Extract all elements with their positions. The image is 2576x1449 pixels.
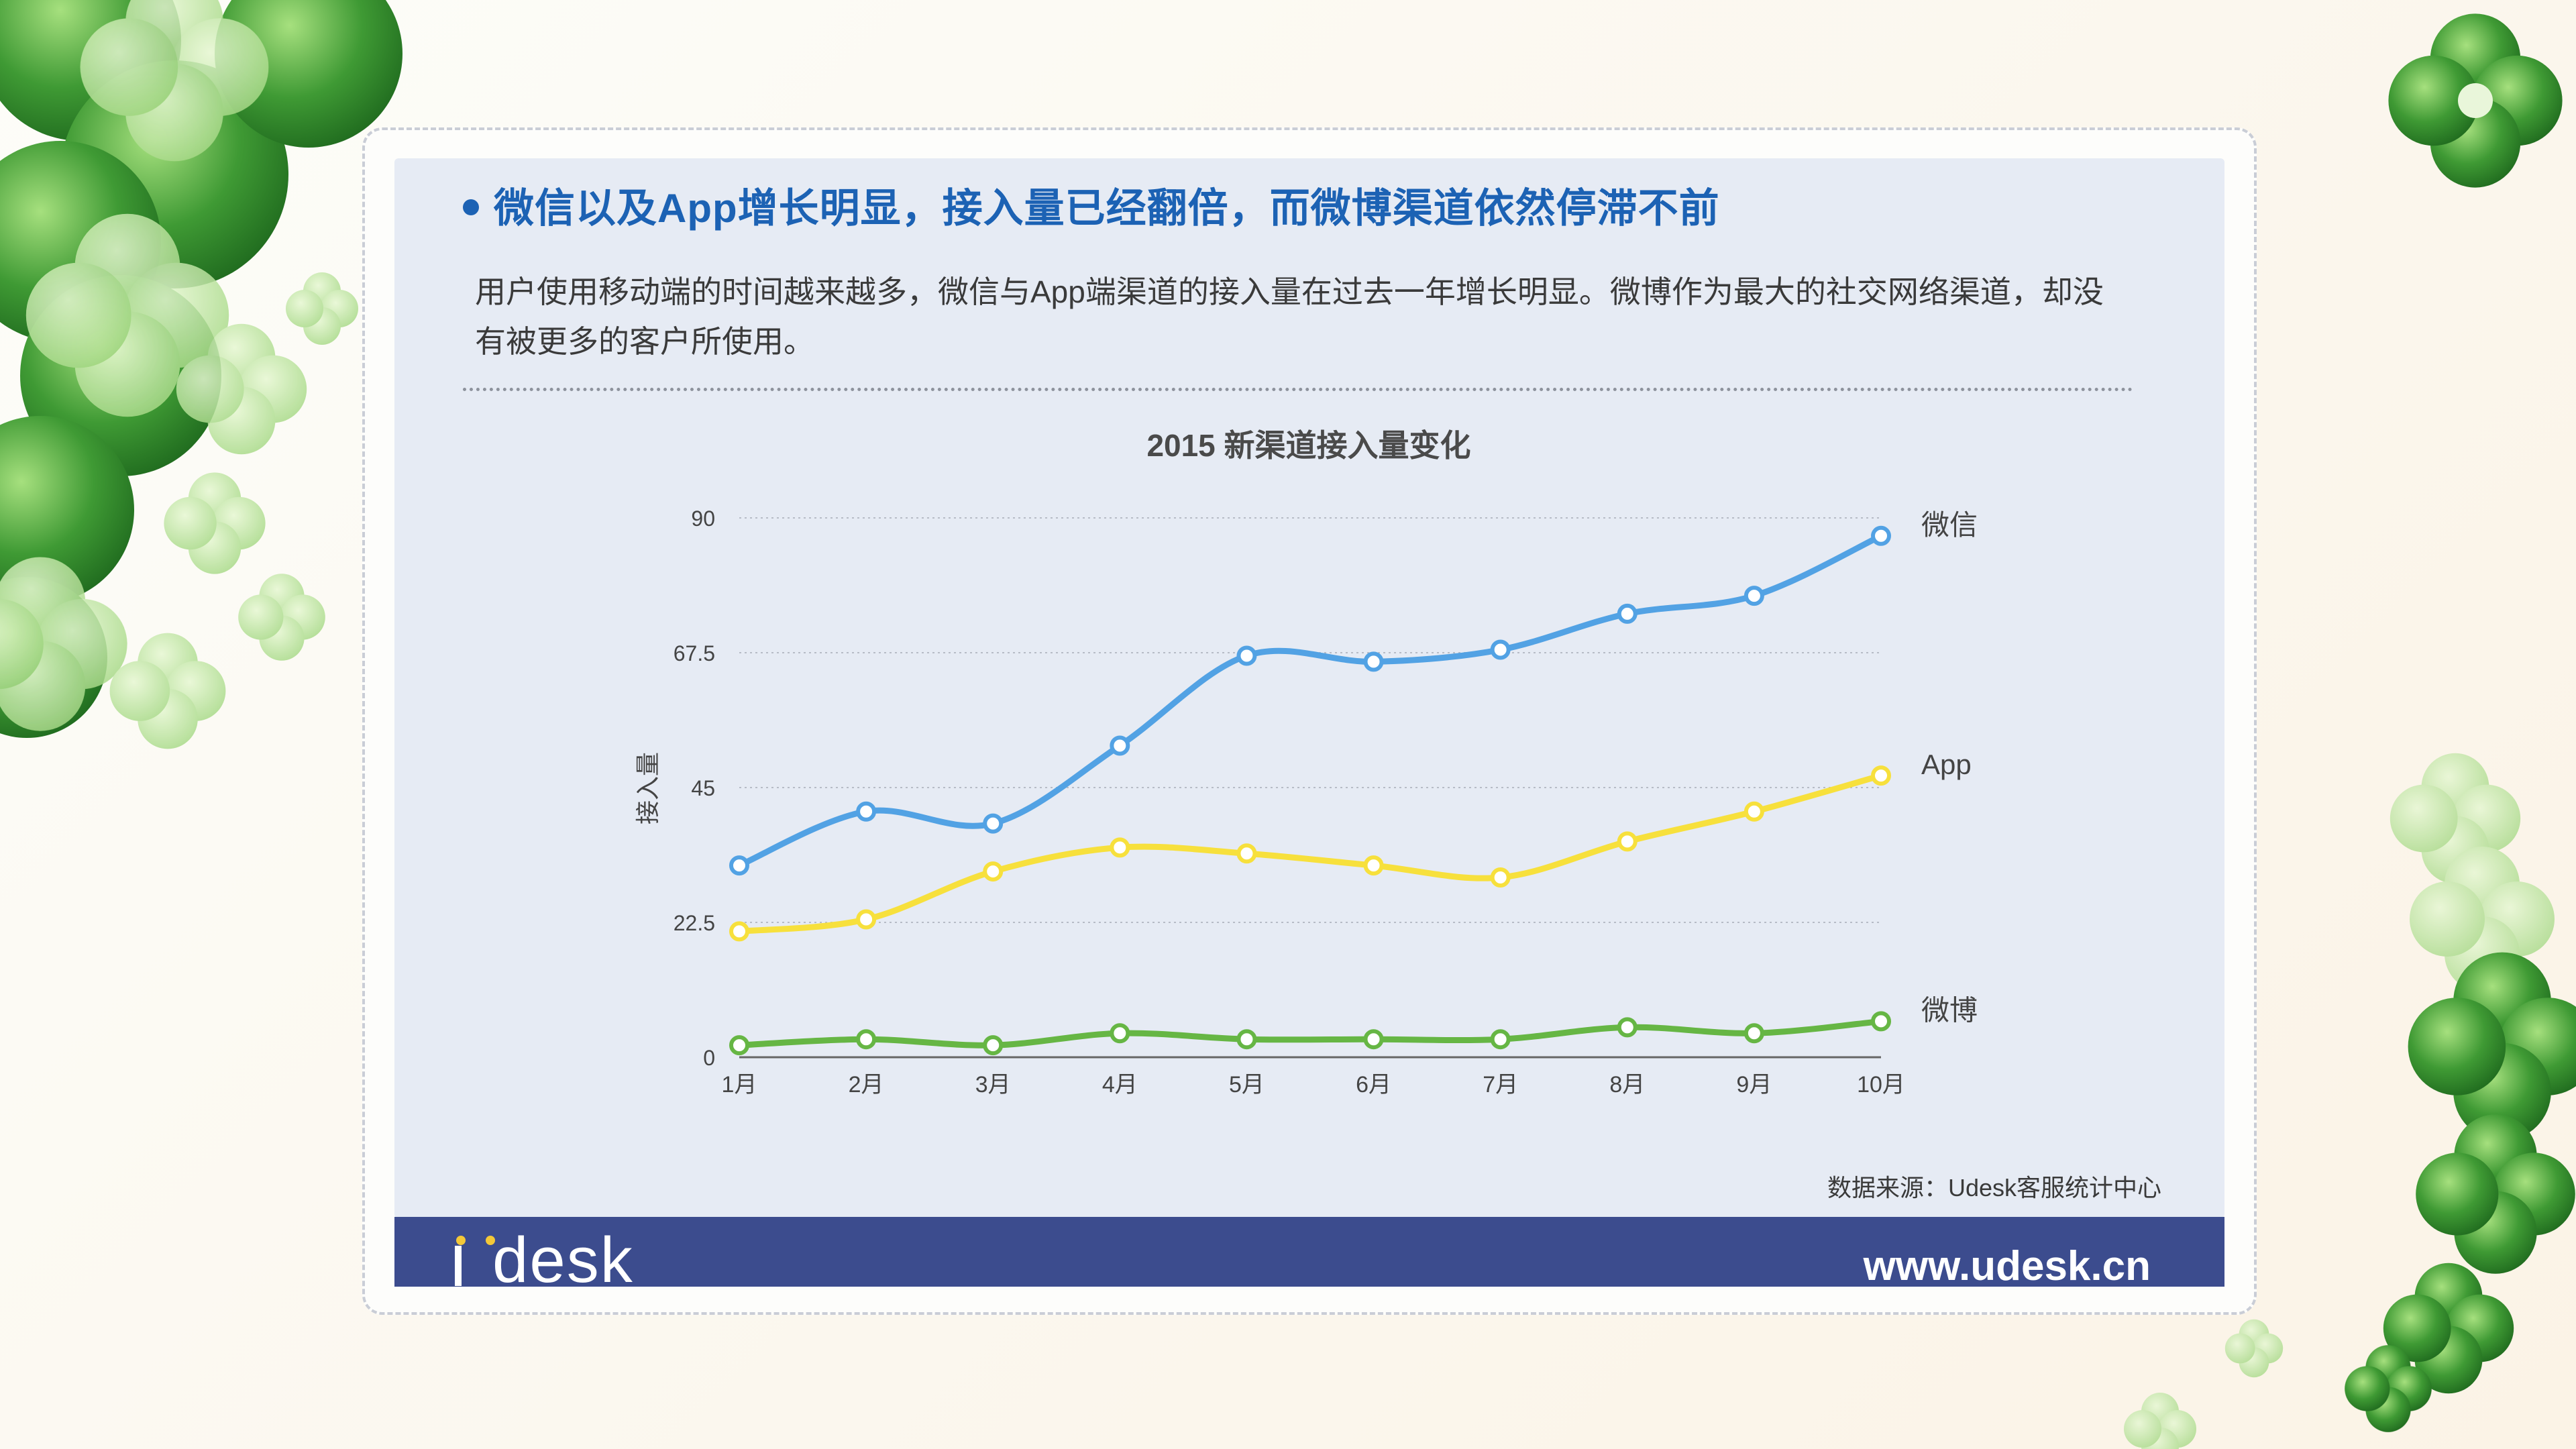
data-point bbox=[1236, 843, 1257, 864]
series-label: 微信 bbox=[1921, 509, 1978, 541]
series-line-微信 bbox=[736, 533, 1884, 869]
y-tick-labels: 0 22.5 45 67.5 90 bbox=[674, 506, 715, 1070]
series-label: App bbox=[1921, 749, 1972, 780]
data-point bbox=[1617, 831, 1638, 852]
data-point bbox=[1236, 645, 1257, 666]
x-tick-label: 6月 bbox=[1356, 1072, 1391, 1097]
data-point bbox=[729, 1035, 749, 1056]
x-tick-label: 7月 bbox=[1483, 1072, 1518, 1097]
data-point bbox=[1110, 837, 1130, 858]
x-tick-label: 2月 bbox=[849, 1072, 884, 1097]
data-point bbox=[729, 855, 749, 876]
series-line-微博 bbox=[736, 1018, 1884, 1049]
y-axis-label: 接入量 bbox=[634, 752, 661, 824]
logo-dots-icon bbox=[456, 1236, 496, 1249]
grid-lines bbox=[739, 517, 1881, 1059]
footer-bar: desk www.udesk.cn bbox=[394, 1217, 2224, 1296]
data-point bbox=[983, 861, 1004, 882]
x-tick-labels: 1月 2月 3月 4月 5月 6月 7月 8月 9月 10月 bbox=[722, 1072, 1905, 1097]
data-point bbox=[1743, 801, 1764, 822]
y-tick-label: 0 bbox=[703, 1046, 715, 1070]
x-tick-label: 4月 bbox=[1102, 1072, 1138, 1097]
dotted-divider bbox=[463, 388, 2133, 391]
headline: 微信以及App增长明显，接入量已经翻倍，而微博渠道依然停滞不前 bbox=[463, 176, 2140, 234]
data-point bbox=[729, 921, 749, 942]
bullet-icon bbox=[463, 199, 479, 216]
udesk-logo: desk bbox=[455, 1224, 634, 1297]
data-point bbox=[1110, 1023, 1130, 1044]
data-point bbox=[983, 813, 1004, 834]
data-point bbox=[856, 909, 877, 930]
line-chart: 2015 新渠道接入量变化 接入量 0 22.5 45 67.5 90 1月 2月 3月 4月… bbox=[634, 428, 1978, 1097]
data-point bbox=[1363, 1029, 1384, 1050]
data-point bbox=[1490, 1029, 1511, 1050]
x-tick-label: 9月 bbox=[1736, 1072, 1772, 1097]
y-tick-label: 22.5 bbox=[674, 911, 715, 935]
y-tick-label: 67.5 bbox=[674, 641, 715, 665]
series-line-App bbox=[736, 772, 1884, 934]
x-tick-label: 10月 bbox=[1857, 1072, 1905, 1097]
data-point bbox=[1363, 855, 1384, 876]
x-tick-label: 1月 bbox=[722, 1072, 757, 1097]
data-point bbox=[1617, 603, 1638, 624]
series-group: 微信 App 微博 bbox=[729, 509, 1978, 1056]
series-label: 微博 bbox=[1921, 994, 1978, 1026]
y-tick-label: 45 bbox=[691, 776, 715, 800]
data-point bbox=[1871, 525, 1891, 546]
data-point bbox=[1490, 867, 1511, 888]
data-source: 数据来源：Udesk客服统计中心 bbox=[1827, 1174, 2161, 1201]
y-tick-label: 90 bbox=[691, 506, 715, 531]
data-point bbox=[856, 801, 877, 822]
logo-text: desk bbox=[492, 1224, 634, 1296]
data-point bbox=[983, 1035, 1004, 1056]
data-point bbox=[1110, 735, 1130, 756]
description: 用户使用移动端的时间越来越多，微信与App端渠道的接入量在过去一年增长明显。微博… bbox=[475, 274, 2104, 359]
data-point bbox=[1871, 765, 1891, 786]
data-point bbox=[1871, 1011, 1891, 1032]
data-point bbox=[1236, 1029, 1257, 1050]
data-point bbox=[856, 1029, 877, 1050]
x-tick-label: 8月 bbox=[1609, 1072, 1645, 1097]
footer-url[interactable]: www.udesk.cn bbox=[1863, 1243, 2151, 1289]
data-point bbox=[1743, 1023, 1764, 1044]
data-point bbox=[1490, 639, 1511, 660]
data-point bbox=[1743, 586, 1764, 606]
data-point bbox=[1617, 1017, 1638, 1038]
headline-text: 微信以及App增长明显，接入量已经翻倍，而微博渠道依然停滞不前 bbox=[494, 186, 1720, 231]
chart-title: 2015 新渠道接入量变化 bbox=[1146, 428, 1470, 463]
x-tick-label: 5月 bbox=[1229, 1072, 1265, 1097]
x-tick-label: 3月 bbox=[975, 1072, 1011, 1097]
data-point bbox=[1363, 651, 1384, 672]
